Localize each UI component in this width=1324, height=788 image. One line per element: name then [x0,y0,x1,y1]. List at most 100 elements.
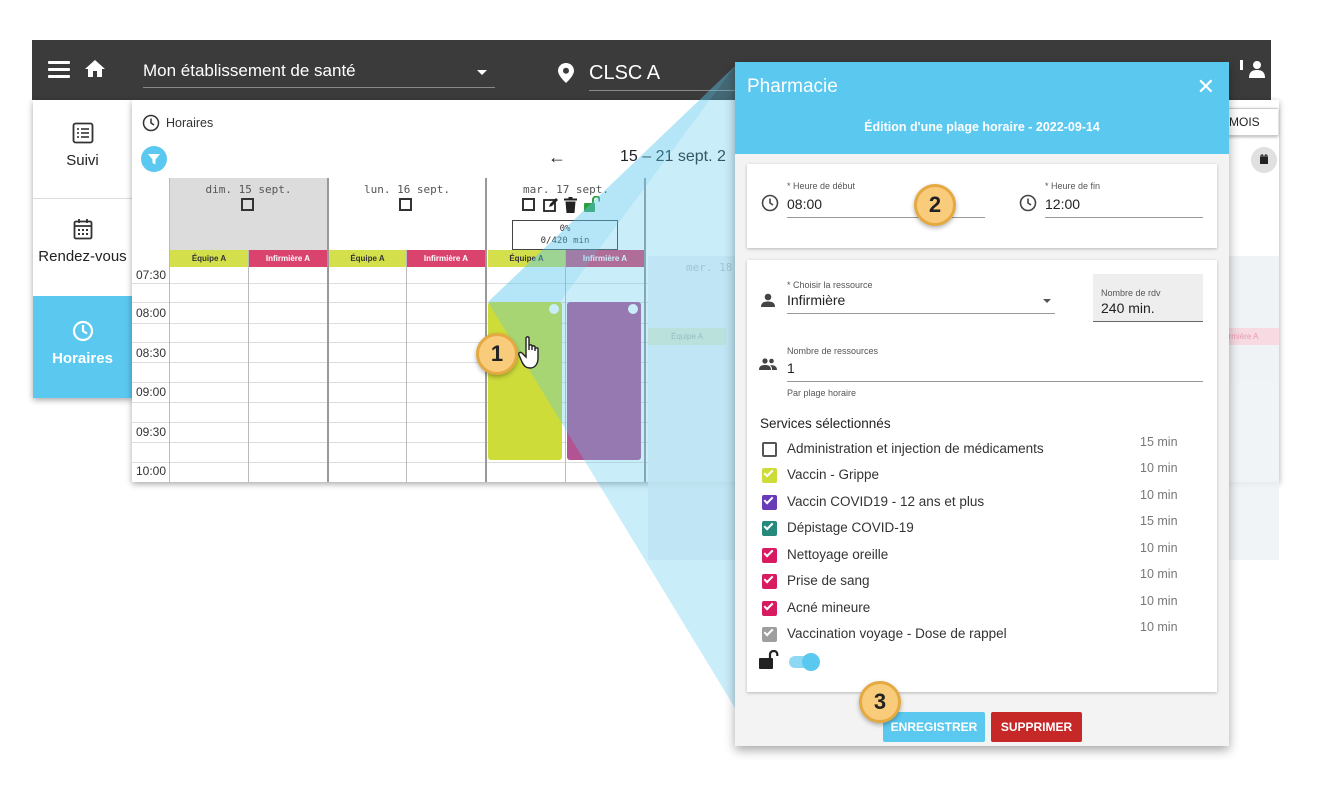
edit-slot-dialog: Pharmacie ✕ Édition d'une plage horaire … [735,62,1229,746]
resource-count-input[interactable]: 1 [787,360,795,376]
clock-icon [1019,194,1037,212]
grid-line [132,342,648,343]
step-1-callout: 1 [476,333,518,375]
grid-line [132,302,648,303]
divider [33,198,132,199]
rdv-count-value: 240 min. [1101,300,1155,316]
person-icon [761,293,775,307]
close-icon[interactable]: ✕ [1196,74,1215,99]
resource-label-team: Équipe A [488,250,565,267]
service-checkbox[interactable] [762,626,777,642]
service-checkbox[interactable] [762,494,777,510]
service-duration: 10 min [1140,541,1178,555]
time-label: 08:30 [136,346,167,360]
resource-label-nurse: Infirmière A [407,250,485,267]
unlock-icon[interactable] [549,304,559,314]
location-value: CLSC A [589,56,749,91]
grid-line [248,250,249,482]
location-select[interactable]: CLSC A [554,56,749,91]
clock-icon [72,320,93,342]
calendar-icon [73,219,92,240]
nav-item-horaires[interactable]: Horaires [33,296,132,398]
service-duration: 10 min [1140,567,1178,581]
grid-line [132,462,648,463]
unlock-icon[interactable] [584,196,600,213]
unlock-icon [759,650,779,669]
start-time-label: * Heure de début [787,181,856,191]
resource-label-nurse: Infirmière A [566,250,644,267]
unlock-icon[interactable] [628,304,638,314]
start-time-input[interactable]: 08:00 [787,196,823,212]
schedule-slot-nurse[interactable] [567,302,641,460]
menu-icon[interactable] [48,61,70,79]
day-header: mar. 17 sept. [487,178,645,250]
list-icon [72,122,93,144]
service-checkbox[interactable] [762,442,777,457]
service-duration: 10 min [1140,461,1178,475]
day-select-checkbox[interactable] [241,198,254,211]
user-icon[interactable] [1249,60,1265,78]
calendar-picker-button[interactable] [1251,147,1277,173]
grid-line [644,178,646,482]
establishment-value: Mon établissement de santé [143,61,356,80]
home-icon[interactable] [84,58,106,78]
calendar-icon [1260,154,1268,164]
lock-toggle[interactable] [789,653,820,671]
service-label: Acné mineure [787,600,871,615]
step-3-callout: 3 [859,681,901,723]
nav-label: Rendez-vous [38,248,127,265]
service-checkbox[interactable] [762,547,777,563]
resource-label-team: Équipe A [329,250,406,267]
grid-line [132,283,648,284]
service-duration: 10 min [1140,620,1178,634]
grid-line [132,362,648,363]
resource-card: * Choisir la ressource Infirmière Nombre… [747,260,1217,692]
chevron-down-icon[interactable] [1043,299,1051,303]
time-range-card: * Heure de début 08:00 * Heure de fin 12… [747,164,1217,248]
end-time-label: * Heure de fin [1045,181,1101,191]
resource-count-label: Nombre de ressources [787,346,879,356]
dialog-header: Pharmacie ✕ Édition d'une plage horaire … [735,62,1229,154]
nav-item-suivi[interactable]: Suivi [33,122,132,192]
rdv-count-field: Nombre de rdv 240 min. [1093,274,1203,322]
day-label: mar. 17 sept. [522,183,610,196]
capacity-minutes: 0/420 min [540,236,590,246]
chevron-down-icon [477,70,487,75]
schedule-slot-team[interactable] [488,302,562,460]
service-checkbox[interactable] [762,520,777,536]
trash-icon[interactable] [564,197,577,213]
establishment-select[interactable]: Mon établissement de santé [143,56,495,88]
day-header: lun. 16 sept. [328,178,486,250]
day-label: dim. 15 sept. [205,183,292,196]
service-label: Administration et injection de médicamen… [787,441,1044,456]
delete-button[interactable]: SUPPRIMER [991,712,1082,742]
filter-button[interactable] [141,146,167,172]
dialog-body: * Heure de début 08:00 * Heure de fin 12… [735,154,1229,746]
edit-icon[interactable] [543,197,559,213]
end-time-input[interactable]: 12:00 [1045,196,1081,212]
previous-week-button[interactable]: ← [548,147,566,167]
time-label: 08:00 [136,306,167,320]
clock-icon [142,114,160,132]
month-view-button[interactable]: MOIS [1226,108,1278,136]
day-select-checkbox[interactable] [399,198,412,211]
service-checkbox[interactable] [762,573,777,589]
resource-select[interactable]: Infirmière [787,292,846,308]
grid-line [406,250,407,482]
breadcrumb-label: Horaires [166,116,214,130]
save-button[interactable]: ENREGISTRER [883,712,985,742]
service-checkbox[interactable] [762,600,777,616]
location-pin-icon [558,63,574,83]
field-underline [787,381,1203,382]
day-label: lun. 16 sept. [363,183,451,196]
service-duration: 15 min [1140,435,1178,449]
services-title: Services sélectionnés [760,416,891,431]
day-select-checkbox[interactable] [522,198,535,211]
nav-item-rendez-vous[interactable]: Rendez-vous [33,218,132,288]
week-range: 15 – 21 sept. 2 [620,148,726,165]
field-underline [1045,217,1203,218]
dialog-subtitle: Édition d'une plage horaire - 2022-09-14 [864,120,1100,134]
service-label: Dépistage COVID-19 [787,520,914,535]
service-checkbox[interactable] [762,467,777,483]
